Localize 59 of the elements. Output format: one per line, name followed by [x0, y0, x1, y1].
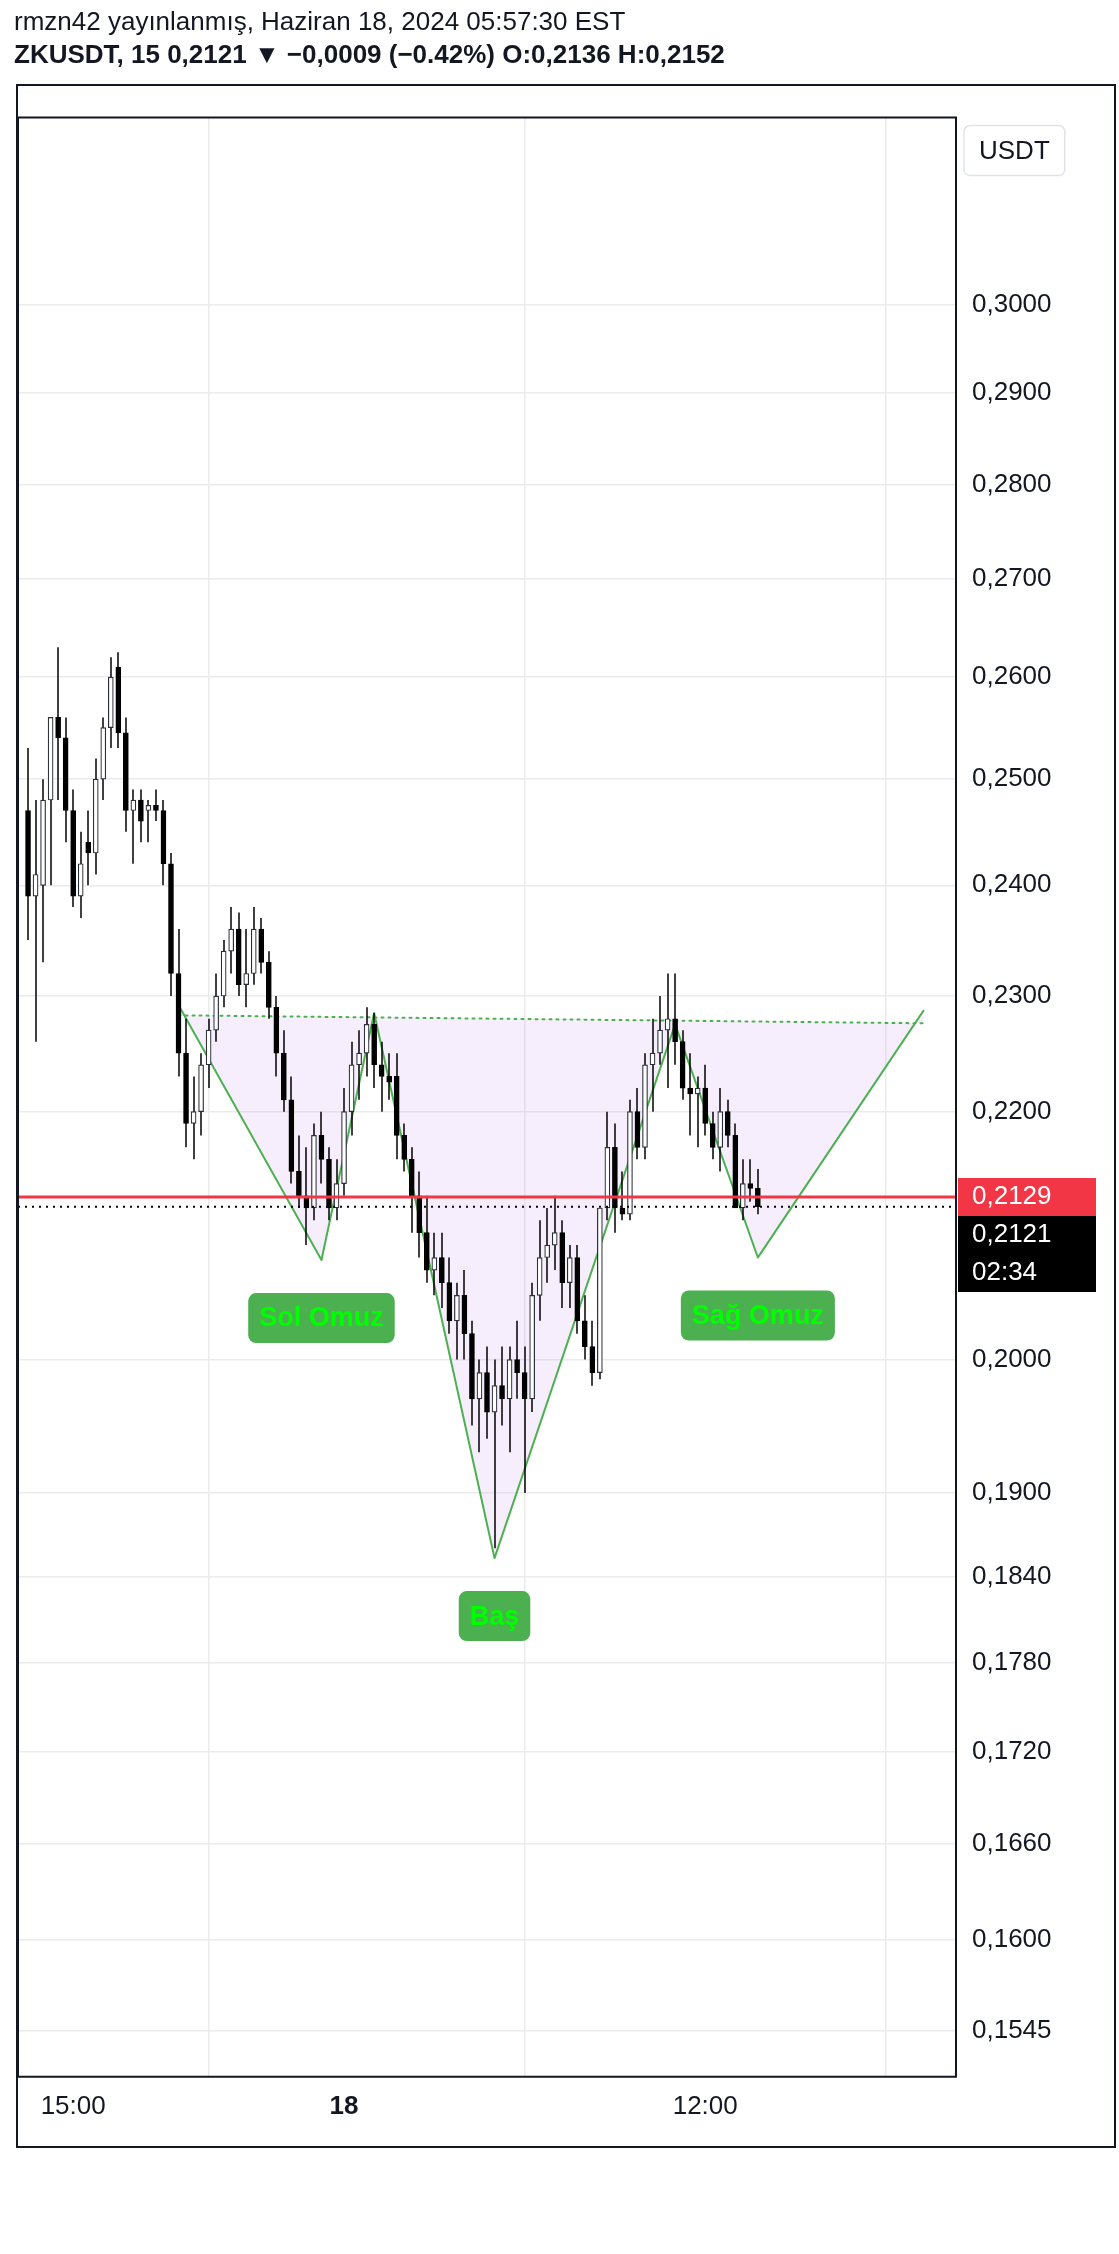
candlestick	[243, 928, 250, 1009]
x-tick-label: 18	[329, 2089, 359, 2120]
y-tick-label: 0,2300	[972, 979, 1052, 1010]
candlestick	[378, 1040, 385, 1113]
candlestick	[514, 1320, 520, 1400]
chart-subtitle: ZKUSDT, 15 0,2121 ▼ −0,0009 (−0.42%) O:0,2136 H:0,2152	[14, 39, 726, 70]
x-tick-label: 12:00	[672, 2089, 738, 2120]
y-tick-label: 0,2000	[972, 1342, 1052, 1373]
annotation: Sağ Omuz	[691, 1299, 824, 1330]
y-tick-label: 0,2500	[972, 762, 1052, 793]
y-tick-label: 0,1600	[972, 1923, 1052, 1954]
chart-title: rmzn42 yayınlanmış, Haziran 18, 2024 05:57:30 EST	[14, 6, 627, 37]
annotation: Sol Omuz	[259, 1302, 384, 1333]
candlestick	[687, 1052, 693, 1137]
candlestick	[747, 1158, 754, 1203]
y-tick-label: 0,1900	[972, 1476, 1052, 1507]
y-tick-label: 0,3000	[972, 288, 1052, 319]
y-tick-label: 0,1545	[972, 2014, 1052, 2045]
candlestick	[566, 1244, 573, 1309]
candlestick	[499, 1345, 505, 1427]
candlestick	[85, 809, 92, 887]
candlestick	[439, 1231, 445, 1309]
candlestick	[724, 1099, 731, 1149]
candlestick	[318, 1110, 325, 1185]
candlestick	[55, 646, 61, 801]
y-tick-label: 0,1720	[972, 1735, 1052, 1766]
candlestick	[657, 995, 663, 1066]
y-tick-label: 0,2900	[972, 376, 1052, 407]
candlestick	[694, 1075, 701, 1149]
candlestick	[544, 1207, 551, 1284]
candlestick	[145, 799, 152, 844]
candlestick	[190, 1075, 197, 1161]
y-tick-label: 0,1840	[972, 1559, 1052, 1590]
y-tick-label: 0,2700	[972, 562, 1052, 593]
ref-line-label: 0,2129	[972, 1180, 1052, 1211]
candlestick	[649, 1017, 656, 1113]
candlestick	[32, 799, 39, 1043]
y-tick-label: 0,2800	[972, 467, 1052, 498]
candlestick	[228, 906, 235, 975]
candlestick	[356, 1029, 362, 1101]
candlestick	[401, 1122, 408, 1173]
y-tick-label: 0,2600	[972, 660, 1052, 691]
y-tick-label: 0,1660	[972, 1827, 1052, 1858]
annotation: Baş	[469, 1600, 520, 1631]
ref-line-label: 0,2121	[972, 1218, 1052, 1249]
candlestick	[130, 788, 137, 865]
y-tick-label: 0,1780	[972, 1645, 1052, 1676]
candlestick	[386, 1052, 393, 1101]
candlestick	[431, 1231, 438, 1297]
candlestick	[138, 788, 144, 844]
text: 02:34	[972, 1256, 1038, 1287]
y-axis-title: USDT	[979, 134, 1050, 165]
x-tick-label: 15:00	[40, 2089, 106, 2120]
candlestick	[709, 1110, 716, 1161]
candlestick	[153, 788, 159, 822]
y-tick-label: 0,2200	[972, 1094, 1052, 1125]
candlestick	[454, 1281, 460, 1361]
y-tick-label: 0,2400	[972, 868, 1052, 899]
candlestick	[672, 972, 678, 1066]
